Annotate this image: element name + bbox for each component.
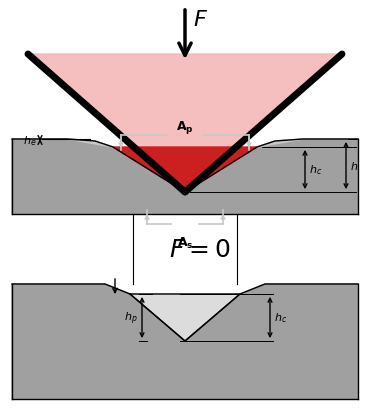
Polygon shape xyxy=(12,284,358,399)
Text: $h_p$: $h_p$ xyxy=(124,310,138,326)
Text: $\mathbf{A_p}$: $\mathbf{A_p}$ xyxy=(176,119,194,136)
Text: $h_e$: $h_e$ xyxy=(23,134,36,148)
Polygon shape xyxy=(130,294,240,341)
Polygon shape xyxy=(257,139,303,148)
Text: $h_c$: $h_c$ xyxy=(309,163,322,177)
Text: $h_c$: $h_c$ xyxy=(274,311,287,325)
Polygon shape xyxy=(67,139,113,148)
Polygon shape xyxy=(12,139,358,214)
Text: $F$: $F$ xyxy=(193,10,208,30)
Polygon shape xyxy=(28,55,342,193)
Polygon shape xyxy=(113,148,257,193)
Text: $h$: $h$ xyxy=(350,160,358,172)
Text: $F = 0$: $F = 0$ xyxy=(169,237,231,261)
Text: $\mathbf{A_s}$: $\mathbf{A_s}$ xyxy=(177,236,193,250)
